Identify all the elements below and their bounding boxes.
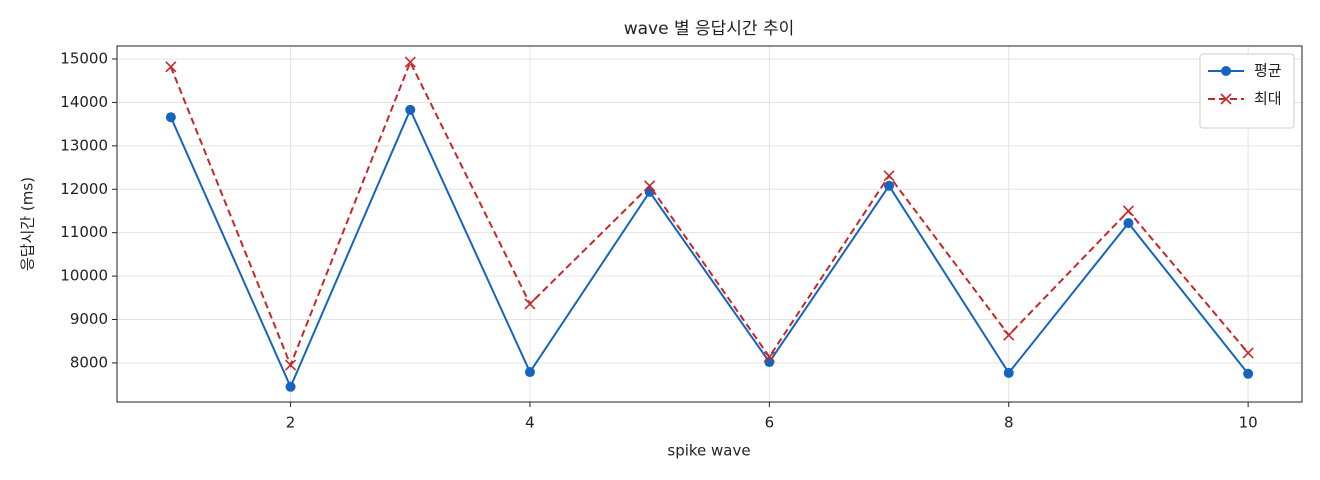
y-tick-label: 12000 <box>60 180 108 198</box>
marker <box>884 180 895 191</box>
x-tick-label: 2 <box>286 414 296 432</box>
marker <box>1003 367 1014 378</box>
marker <box>404 56 416 68</box>
marker <box>1243 368 1254 379</box>
marker <box>165 61 177 73</box>
x-tick-label: 6 <box>765 414 775 432</box>
legend-marker <box>1221 66 1231 76</box>
marker <box>284 359 297 371</box>
legend-label: 최대 <box>1254 90 1282 108</box>
legend-label: 평균 <box>1254 62 1282 80</box>
y-tick-label: 8000 <box>70 353 108 371</box>
marker <box>1123 218 1134 229</box>
y-tick-label: 10000 <box>60 267 108 285</box>
y-tick-label: 9000 <box>70 310 108 328</box>
marker <box>405 104 416 115</box>
marker <box>763 351 775 363</box>
marker <box>524 367 535 378</box>
y-tick-label: 14000 <box>60 93 108 111</box>
y-axis-label: 응답시간 (ms) <box>19 177 37 271</box>
marker <box>165 112 176 123</box>
marker <box>285 381 296 392</box>
series-line <box>169 107 1249 390</box>
x-axis-label: spike wave <box>667 442 750 460</box>
x-tick-label: 4 <box>525 414 535 432</box>
series-line <box>169 59 1249 368</box>
y-tick-label: 13000 <box>60 136 108 154</box>
marker <box>524 298 536 310</box>
chart-title: wave 별 응답시간 추이 <box>624 19 795 39</box>
marker <box>883 170 895 182</box>
plot-frame <box>116 45 1303 403</box>
legend-marker <box>1220 93 1232 105</box>
marker <box>1242 347 1254 359</box>
x-tick-label: 10 <box>1239 414 1258 432</box>
x-tick-label: 8 <box>1004 414 1014 432</box>
marker <box>1122 205 1135 217</box>
y-tick-label: 15000 <box>60 50 108 68</box>
marker <box>1003 329 1015 341</box>
y-tick-label: 11000 <box>60 223 108 241</box>
marker <box>644 180 656 192</box>
